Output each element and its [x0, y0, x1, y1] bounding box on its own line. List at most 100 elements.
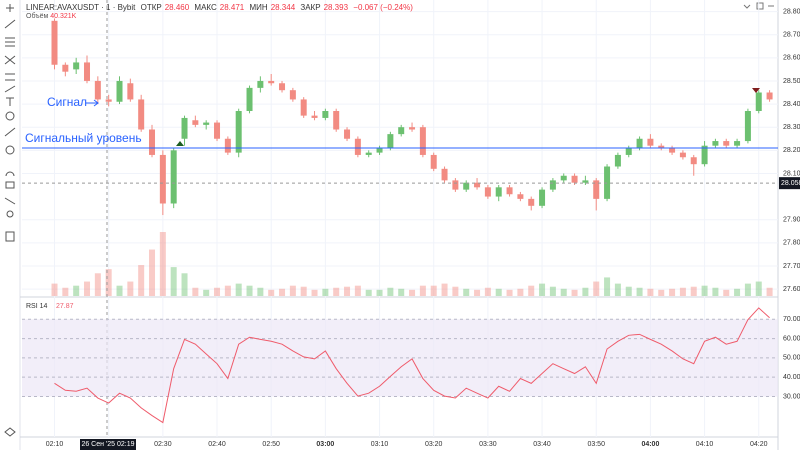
- volume-bar: [571, 289, 578, 296]
- candle-body: [701, 145, 708, 165]
- volume-bar: [625, 286, 632, 296]
- volume-bar: [734, 288, 741, 296]
- volume-bar: [181, 273, 188, 296]
- volume-bar: [170, 267, 177, 296]
- candle-body: [517, 194, 524, 199]
- x-tick-label: 03:00: [316, 441, 334, 448]
- x-tick-label: 03:20: [425, 441, 443, 448]
- volume-bar: [149, 249, 156, 296]
- price-tag-label: 28.058: [781, 180, 800, 187]
- ohlc-label: ОТКР: [140, 3, 162, 12]
- volume-bar: [614, 283, 621, 296]
- tool-trash[interactable]: [5, 231, 15, 242]
- candle-body: [636, 138, 643, 148]
- candle-body: [430, 154, 437, 169]
- candle-body: [560, 175, 567, 181]
- y-tick-label: 50.00: [783, 355, 800, 362]
- volume-bar: [560, 288, 567, 296]
- toolbar-icons[interactable]: [4, 4, 16, 437]
- ohlc-label: ЗАКР: [300, 3, 321, 12]
- candle-body: [322, 111, 329, 118]
- candle-body: [138, 99, 145, 130]
- volume-label: Объём: [26, 13, 49, 20]
- candle-body: [539, 189, 546, 206]
- tool-fib[interactable]: [5, 37, 15, 47]
- volume-bar: [658, 289, 665, 296]
- candle-body: [734, 141, 741, 146]
- tool-zoom[interactable]: [5, 145, 15, 155]
- x-tick-label: 02:30: [154, 441, 172, 448]
- candle-body: [354, 138, 361, 155]
- candle-body: [647, 138, 654, 146]
- volume-bar: [744, 283, 751, 296]
- candle-body: [669, 148, 676, 153]
- candle-body: [300, 99, 307, 116]
- volume: [51, 232, 773, 296]
- candle-body: [398, 127, 405, 135]
- tool-pattern[interactable]: [4, 55, 16, 65]
- volume-bar: [539, 283, 546, 296]
- collapse-icon[interactable]: [743, 4, 751, 9]
- price-tag: [779, 177, 800, 190]
- tool-layers[interactable]: [4, 427, 16, 437]
- volume-bar: [636, 287, 643, 296]
- tool-measure[interactable]: [5, 73, 15, 81]
- tool-emoji[interactable]: [5, 111, 15, 121]
- volume-value: 40.321K: [50, 13, 77, 20]
- rsi-value: 27.87: [56, 303, 74, 310]
- tool-text[interactable]: [6, 97, 14, 106]
- volume-bar: [235, 283, 242, 296]
- volume-bar: [73, 285, 80, 296]
- volume-bar: [647, 288, 654, 296]
- volume-bar: [333, 287, 340, 296]
- volume-bar: [419, 285, 426, 296]
- candle-body: [549, 180, 556, 190]
- candle-body: [257, 80, 264, 88]
- tool-lock[interactable]: [5, 181, 15, 189]
- tool-line[interactable]: [4, 19, 16, 29]
- y-tick-label: 27.800: [783, 240, 800, 247]
- volume-bar: [430, 285, 437, 296]
- x-tick-label: 02:50: [262, 441, 280, 448]
- volume-bar: [51, 283, 58, 296]
- tool-ruler[interactable]: [4, 127, 16, 137]
- rsi-title: RSI 14: [26, 303, 48, 310]
- tool-brush[interactable]: [4, 85, 16, 93]
- volume-bar: [701, 285, 708, 296]
- volume-bar: [127, 281, 134, 296]
- volume-bar: [246, 285, 253, 296]
- y-tick-label: 28.500: [783, 78, 800, 85]
- x-tick-label: 04:00: [641, 441, 659, 448]
- volume-bar: [105, 269, 112, 296]
- tool-magnet[interactable]: [5, 171, 15, 177]
- candle-body: [365, 152, 372, 155]
- volume-bar: [138, 265, 145, 296]
- candle-body: [170, 150, 177, 204]
- y-tick-label: 28.600: [783, 55, 800, 62]
- candle-body: [181, 117, 188, 139]
- candle-body: [614, 154, 621, 167]
- candle-body: [279, 83, 286, 91]
- candle-body: [712, 141, 719, 146]
- tool-cross[interactable]: [6, 4, 14, 12]
- y-tick-label: 28.200: [783, 147, 800, 154]
- y-tick-label: 30.00: [783, 393, 800, 400]
- x-tick-label: 04:20: [750, 441, 768, 448]
- ohlc-value: 28.471: [219, 3, 245, 12]
- candle-body: [452, 180, 459, 190]
- y-tick-label: 27.900: [783, 217, 800, 224]
- volume-bar: [452, 286, 459, 296]
- volume-bar: [441, 283, 448, 296]
- maximize-icon[interactable]: [756, 2, 764, 10]
- x-tick-label: 02:40: [208, 441, 226, 448]
- y-tick-label: 28.700: [783, 32, 800, 39]
- tool-pencil[interactable]: [4, 197, 16, 205]
- top-icons[interactable]: [743, 2, 774, 10]
- volume-bar: [84, 281, 91, 296]
- volume-bar: [679, 287, 686, 296]
- ohlc-value: 28.344: [270, 3, 296, 12]
- tool-eye[interactable]: [6, 210, 14, 218]
- volume-bar: [690, 286, 697, 296]
- candle-body: [214, 122, 221, 139]
